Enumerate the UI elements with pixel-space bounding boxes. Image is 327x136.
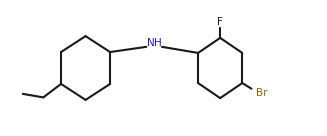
Text: Br: Br bbox=[256, 88, 268, 98]
Text: N: N bbox=[147, 38, 154, 48]
Text: H: H bbox=[154, 38, 162, 48]
Text: F: F bbox=[217, 17, 223, 27]
